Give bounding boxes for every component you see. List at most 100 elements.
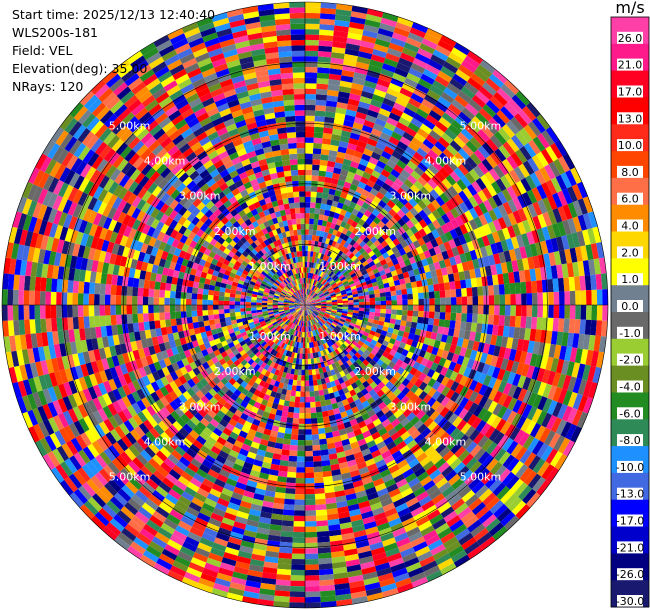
velocity-gate	[369, 330, 376, 336]
velocity-gate	[385, 309, 392, 314]
velocity-gate	[428, 109, 442, 122]
velocity-gate	[421, 258, 429, 267]
velocity-gate	[218, 309, 225, 314]
velocity-gate	[310, 301, 316, 304]
velocity-gate	[351, 220, 358, 228]
velocity-gate	[389, 233, 397, 242]
velocity-gate	[357, 292, 364, 297]
velocity-gate	[519, 246, 528, 259]
velocity-gate	[313, 461, 322, 468]
velocity-gate	[477, 145, 490, 159]
velocity-gate	[328, 271, 334, 277]
velocity-gate	[306, 278, 308, 284]
velocity-gate	[419, 413, 430, 424]
velocity-gate	[323, 314, 330, 319]
velocity-gate	[437, 136, 450, 149]
velocity-gate	[339, 80, 353, 88]
velocity-gate	[110, 314, 117, 326]
velocity-gate	[345, 193, 354, 202]
velocity-gate	[564, 291, 571, 305]
velocity-gate	[339, 318, 346, 323]
velocity-gate	[453, 193, 464, 205]
velocity-gate	[403, 245, 412, 254]
velocity-gate	[336, 311, 342, 315]
velocity-gate	[471, 239, 480, 250]
velocity-gate	[322, 316, 328, 321]
velocity-gate	[417, 423, 428, 434]
velocity-gate	[352, 248, 359, 256]
velocity-gate	[419, 186, 430, 197]
velocity-gate	[417, 364, 426, 373]
velocity-gate	[507, 496, 523, 512]
velocity-gate	[403, 258, 412, 267]
velocity-gate	[561, 235, 570, 250]
velocity-gate	[481, 471, 494, 485]
velocity-gate	[449, 320, 456, 329]
velocity-gate	[367, 286, 374, 292]
velocity-gate	[338, 140, 349, 149]
velocity-gate	[420, 172, 432, 183]
velocity-gate	[552, 402, 563, 418]
velocity-gate	[532, 201, 543, 216]
velocity-gate	[503, 493, 519, 508]
velocity-gate	[576, 181, 588, 199]
velocity-gate	[315, 197, 322, 204]
velocity-gate	[437, 96, 452, 108]
velocity-gate	[382, 278, 389, 284]
velocity-gate	[353, 305, 360, 308]
velocity-gate	[337, 303, 343, 305]
velocity-gate	[571, 362, 581, 378]
velocity-gate	[334, 224, 341, 231]
velocity-gate	[326, 166, 335, 173]
velocity-gate	[479, 59, 496, 74]
velocity-gate	[426, 278, 434, 286]
velocity-gate	[515, 305, 522, 317]
velocity-gate	[282, 509, 295, 516]
velocity-gate	[362, 171, 372, 180]
velocity-gate	[313, 311, 319, 316]
velocity-gate	[397, 330, 405, 337]
velocity-gate	[464, 124, 478, 137]
velocity-gate	[548, 305, 554, 318]
velocity-gate	[440, 366, 449, 377]
velocity-gate	[331, 330, 338, 336]
velocity-gate	[305, 569, 320, 576]
velocity-gate	[345, 329, 352, 335]
velocity-gate	[305, 434, 313, 441]
velocity-gate	[349, 213, 357, 221]
velocity-gate	[445, 297, 452, 305]
velocity-gate	[464, 55, 480, 69]
velocity-gate	[377, 236, 385, 244]
velocity-gate	[345, 230, 353, 237]
velocity-gate	[321, 306, 327, 309]
velocity-gate	[502, 272, 510, 285]
velocity-gate	[463, 330, 471, 340]
velocity-gate	[419, 456, 431, 467]
velocity-gate	[416, 260, 424, 269]
velocity-gate	[515, 180, 527, 195]
velocity-gate	[310, 303, 316, 305]
velocity-gate	[413, 180, 424, 191]
velocity-gate	[315, 300, 321, 303]
velocity-gate	[497, 273, 505, 285]
velocity-gate	[539, 167, 551, 183]
velocity-gate	[290, 434, 299, 441]
velocity-gate	[536, 368, 546, 382]
velocity-gate	[395, 314, 402, 321]
velocity-gate	[305, 305, 311, 307]
velocity-gate	[480, 422, 492, 436]
velocity-gate	[486, 496, 501, 511]
velocity-gate	[418, 209, 428, 220]
velocity-gate	[313, 471, 324, 478]
velocity-gate	[297, 369, 302, 376]
velocity-gate	[305, 477, 315, 484]
velocity-gate	[555, 419, 567, 436]
velocity-gate	[377, 366, 385, 374]
velocity-gate	[72, 316, 79, 330]
velocity-gate	[347, 267, 354, 274]
velocity-gate	[477, 295, 484, 305]
velocity-gate	[441, 485, 455, 498]
velocity-gate	[289, 450, 298, 457]
velocity-gate	[318, 51, 332, 58]
velocity-gate	[443, 282, 451, 291]
